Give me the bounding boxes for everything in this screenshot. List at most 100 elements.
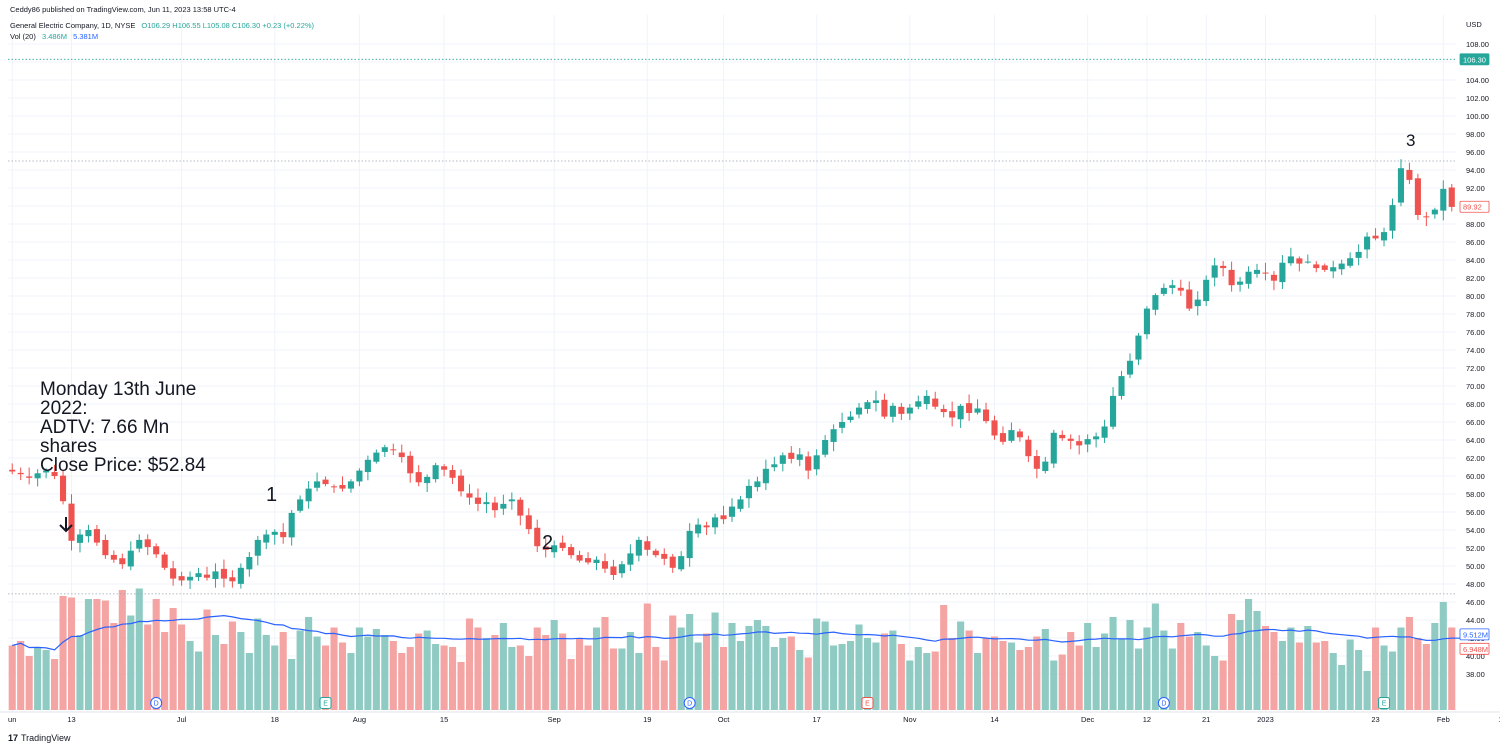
candle-body <box>1152 295 1159 310</box>
candle <box>1279 255 1286 290</box>
candle-body <box>330 486 338 488</box>
event-markers: DEDEDED <box>150 697 1391 709</box>
candle-body <box>424 476 431 484</box>
candle-body <box>1025 439 1032 457</box>
price-badge-label: 106.30 <box>1463 55 1486 64</box>
candle-body <box>1126 360 1134 375</box>
candle-body <box>1448 187 1455 207</box>
candle <box>669 553 676 573</box>
candle-body <box>161 554 168 568</box>
volume-bar <box>93 599 101 710</box>
candle <box>1203 275 1210 306</box>
candle-body <box>762 468 769 484</box>
price-tick-label: 98.00 <box>1466 130 1485 139</box>
candle <box>178 571 185 586</box>
volume-bar <box>1346 639 1354 710</box>
candle <box>491 496 498 518</box>
candle <box>644 536 651 556</box>
candle-body <box>415 472 422 483</box>
candle <box>974 399 981 415</box>
candle <box>551 540 558 558</box>
volume-bar <box>34 647 42 710</box>
price-tick-label: 74.00 <box>1466 346 1485 355</box>
candle <box>1025 435 1032 463</box>
candle <box>949 401 956 427</box>
candle <box>1067 434 1074 450</box>
price-axis[interactable]: 38.0040.0042.0044.0046.0048.0050.0052.00… <box>1459 40 1490 679</box>
candle <box>356 468 363 487</box>
candle <box>1355 244 1362 266</box>
volume-bar <box>67 597 76 710</box>
candle-body <box>76 534 84 543</box>
price-badge-label: 89.92 <box>1463 203 1482 212</box>
price-tick-label: 94.00 <box>1466 166 1485 175</box>
volume-bar <box>1380 645 1388 710</box>
candle <box>170 560 177 586</box>
candle-body <box>627 553 634 565</box>
candle <box>102 534 109 559</box>
price-tick-label: 60.00 <box>1466 472 1485 481</box>
volume-bar <box>948 638 956 710</box>
volume-bar <box>855 624 863 710</box>
volume-bar <box>559 633 567 710</box>
candle-body <box>466 493 473 498</box>
candle <box>1228 261 1235 292</box>
volume-bar <box>660 660 668 710</box>
candle-body <box>839 422 846 428</box>
candle <box>1135 332 1142 366</box>
candle-body <box>1101 426 1108 438</box>
volume-value: 3.486M <box>41 32 67 41</box>
candle-body <box>364 459 371 473</box>
time-axis[interactable]: un 13 Jul 18 Aug 15 Sep 19 Oct 17 Nov 14 Dec 12 21 2023… <box>0 711 1500 724</box>
earnings-marker <box>1378 697 1391 709</box>
volume-bar <box>372 629 380 710</box>
volume-bar <box>1304 626 1312 710</box>
candle-body <box>1110 395 1117 427</box>
candle <box>1287 247 1294 266</box>
candle-body <box>271 531 278 535</box>
candle <box>762 459 769 491</box>
time-tick-label: 21 <box>1202 715 1210 724</box>
volume-bar <box>1312 642 1320 710</box>
candle-body <box>187 576 194 581</box>
candle-body <box>398 452 405 458</box>
volume-bar <box>262 635 270 710</box>
price-tick-label: 88.00 <box>1466 220 1485 229</box>
candle <box>728 498 736 522</box>
volume-bar <box>1016 650 1024 710</box>
candle <box>229 570 236 588</box>
price-tick-label: 104.00 <box>1466 76 1489 85</box>
symbol-name: General Electric Company, 1D, NYSE <box>10 21 136 30</box>
candle-body <box>652 550 659 556</box>
candle <box>34 469 41 487</box>
candle <box>610 559 617 581</box>
candle-body <box>254 539 261 556</box>
candle-body <box>1245 271 1252 284</box>
volume-bar <box>711 612 719 710</box>
candle <box>889 402 896 423</box>
candle <box>1304 254 1311 264</box>
candle <box>390 443 397 456</box>
candle-body <box>1203 279 1210 302</box>
candle <box>1169 279 1176 295</box>
candle-body <box>1194 299 1201 307</box>
candle-body <box>1059 434 1066 439</box>
candle-body <box>229 577 236 582</box>
volume-bar <box>838 644 846 710</box>
candle-body <box>584 558 592 563</box>
candle-body <box>381 447 388 452</box>
candle <box>1186 281 1193 312</box>
volume-bar <box>220 644 228 710</box>
candle <box>161 552 168 570</box>
candle-body <box>1186 289 1193 309</box>
volume-bar <box>449 647 457 710</box>
candle-body <box>771 464 778 468</box>
price-tick-label: 80.00 <box>1466 292 1485 301</box>
price-tick-label: 70.00 <box>1466 382 1485 391</box>
tradingview-logo[interactable]: 17 TradingView <box>8 733 71 743</box>
candle-body <box>957 405 964 420</box>
volume-bar <box>821 621 829 710</box>
volume-bar <box>118 590 126 710</box>
candle <box>1143 306 1150 340</box>
